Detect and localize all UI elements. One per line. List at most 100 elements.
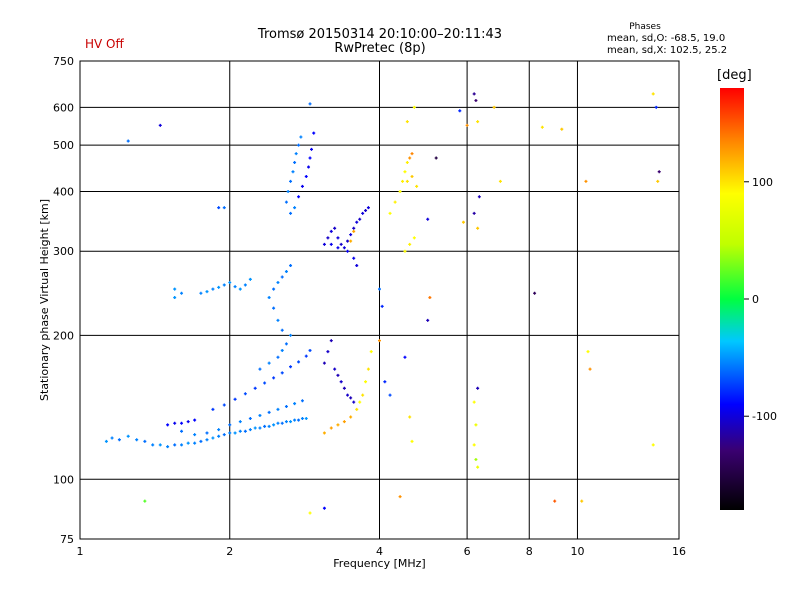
- data-point: [349, 239, 353, 243]
- data-point: [180, 421, 184, 425]
- data-point: [228, 423, 232, 427]
- data-point: [366, 367, 370, 371]
- data-point: [193, 433, 197, 437]
- chart-subtitle: RwPretec (8p): [334, 41, 426, 56]
- data-point: [276, 407, 280, 411]
- data-point: [276, 355, 280, 359]
- data-point: [173, 296, 177, 300]
- data-point: [656, 179, 660, 183]
- data-point: [248, 277, 252, 281]
- data-point: [349, 415, 353, 419]
- data-point: [267, 424, 271, 428]
- data-point: [280, 328, 284, 332]
- data-point: [258, 413, 262, 417]
- data-point: [286, 189, 290, 193]
- data-point: [180, 443, 184, 447]
- data-point: [398, 189, 402, 193]
- data-point: [378, 339, 381, 343]
- data-point: [352, 226, 356, 230]
- data-point: [158, 443, 162, 447]
- data-point: [222, 433, 226, 437]
- data-point: [329, 242, 333, 246]
- data-point: [289, 264, 293, 268]
- data-point: [358, 217, 362, 221]
- data-point: [434, 156, 438, 160]
- colorbar-tick-label: 100: [752, 176, 773, 189]
- colorbar-unit-label: [deg]: [717, 68, 752, 83]
- data-point: [401, 179, 405, 183]
- data-point: [217, 428, 221, 432]
- x-tick-label: 10: [570, 545, 584, 558]
- data-point: [474, 423, 478, 427]
- data-point: [322, 242, 326, 246]
- data-point: [312, 131, 316, 135]
- data-point: [476, 465, 480, 469]
- data-point: [222, 283, 226, 287]
- data-point: [533, 291, 537, 295]
- y-tick-label: 200: [53, 329, 74, 342]
- phases-o-mean-sd: mean, sd,O: -68.5, 19.0: [607, 33, 726, 44]
- data-point: [364, 209, 368, 213]
- data-point: [308, 156, 312, 160]
- data-point: [276, 421, 280, 425]
- chart-title: Tromsø 20150314 20:10:00–20:11:43: [257, 27, 503, 42]
- data-point: [289, 365, 293, 369]
- data-point: [180, 429, 184, 433]
- data-point: [280, 421, 284, 425]
- data-point: [342, 420, 346, 424]
- data-point: [388, 211, 392, 215]
- data-point: [310, 147, 314, 151]
- data-point: [426, 318, 430, 322]
- data-point: [297, 143, 301, 147]
- data-point: [408, 415, 412, 419]
- data-point: [586, 350, 590, 354]
- data-point: [304, 174, 308, 178]
- data-point: [248, 428, 252, 432]
- data-point: [322, 431, 326, 435]
- data-point: [284, 404, 288, 408]
- data-point: [289, 179, 293, 183]
- phases-x-mean-sd: mean, sd,X: 102.5, 25.2: [607, 45, 728, 56]
- data-point: [211, 287, 215, 291]
- data-point: [263, 424, 267, 428]
- data-point: [193, 441, 197, 445]
- data-point: [205, 290, 209, 294]
- data-point: [238, 429, 242, 433]
- data-point: [293, 402, 297, 406]
- data-point: [253, 386, 257, 390]
- data-point: [336, 236, 340, 240]
- data-point: [284, 200, 288, 204]
- x-tick-label: 6: [464, 545, 471, 558]
- data-point: [253, 426, 257, 430]
- data-point: [428, 296, 432, 300]
- data-point: [472, 400, 476, 404]
- plot-frame: [79, 60, 680, 540]
- data-point: [352, 400, 356, 404]
- data-point: [294, 152, 298, 156]
- data-point: [238, 287, 242, 291]
- data-point: [276, 281, 280, 285]
- y-tick-label: 750: [53, 55, 74, 68]
- data-point: [300, 417, 304, 421]
- data-point: [336, 423, 340, 427]
- data-point: [339, 242, 343, 246]
- y-tick-label: 400: [53, 185, 74, 198]
- data-point: [342, 386, 346, 390]
- y-tick-label: 500: [53, 139, 74, 152]
- data-point: [289, 211, 293, 215]
- y-axis: 75 100 200 300 400 500 600 750: [53, 55, 74, 546]
- data-point: [408, 242, 412, 246]
- data-point: [228, 431, 232, 435]
- data-point: [352, 256, 356, 260]
- data-point: [211, 407, 215, 411]
- data-point: [110, 436, 114, 440]
- data-point: [308, 511, 312, 515]
- data-point: [297, 360, 301, 364]
- data-point: [267, 410, 271, 414]
- data-point: [346, 393, 350, 397]
- data-point: [263, 381, 267, 385]
- data-point: [388, 393, 392, 397]
- data-point: [405, 179, 409, 183]
- data-point: [104, 439, 108, 443]
- data-point: [272, 423, 276, 427]
